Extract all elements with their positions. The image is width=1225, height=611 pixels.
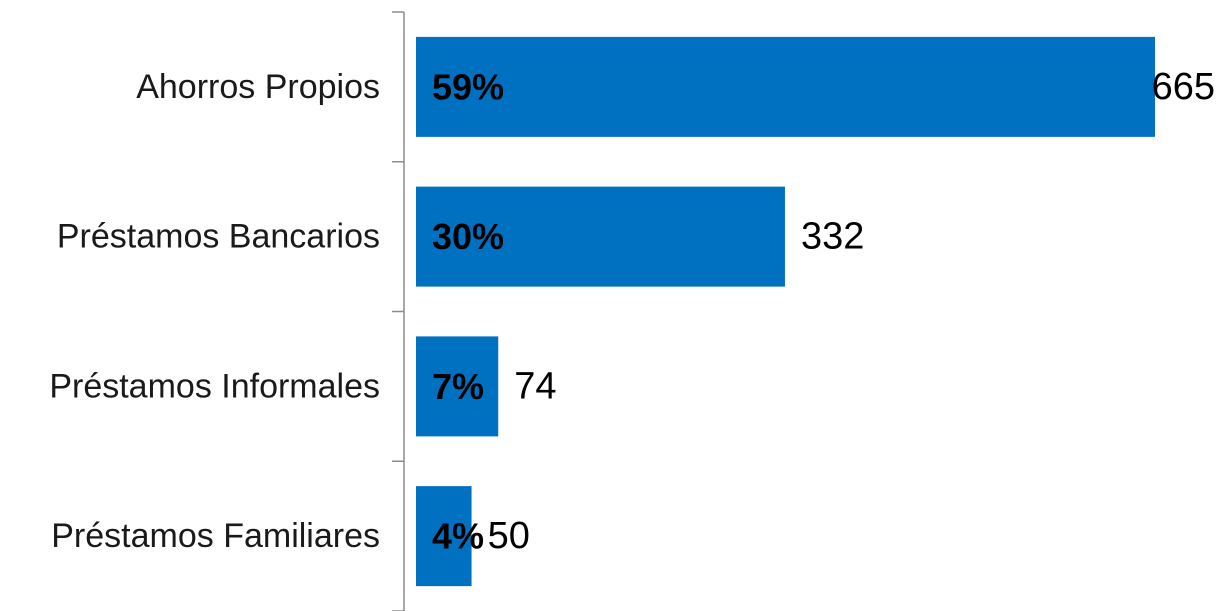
- axis-layer: [392, 11, 405, 611]
- bar: [416, 186, 785, 287]
- percent-label: 59%: [432, 66, 504, 107]
- value-label: 665: [1152, 66, 1215, 108]
- percent-label: 7%: [432, 366, 484, 407]
- bar: [416, 36, 1155, 137]
- category-label: Préstamos Bancarios: [57, 218, 380, 256]
- value-label: 332: [801, 216, 864, 258]
- category-label: Préstamos Familiares: [51, 517, 380, 555]
- value-label: 50: [488, 515, 530, 557]
- category-label: Préstamos Informales: [49, 367, 380, 405]
- labels-layer: Ahorros Propios 59% 665 Préstamos Bancarios…: [49, 66, 1215, 557]
- bar: [416, 336, 499, 437]
- bars-layer: [416, 36, 1155, 587]
- percent-label: 30%: [432, 216, 504, 257]
- value-label: 74: [514, 365, 556, 407]
- percent-label: 4%: [432, 516, 484, 557]
- bar: [416, 486, 472, 587]
- category-label: Ahorros Propios: [136, 68, 380, 106]
